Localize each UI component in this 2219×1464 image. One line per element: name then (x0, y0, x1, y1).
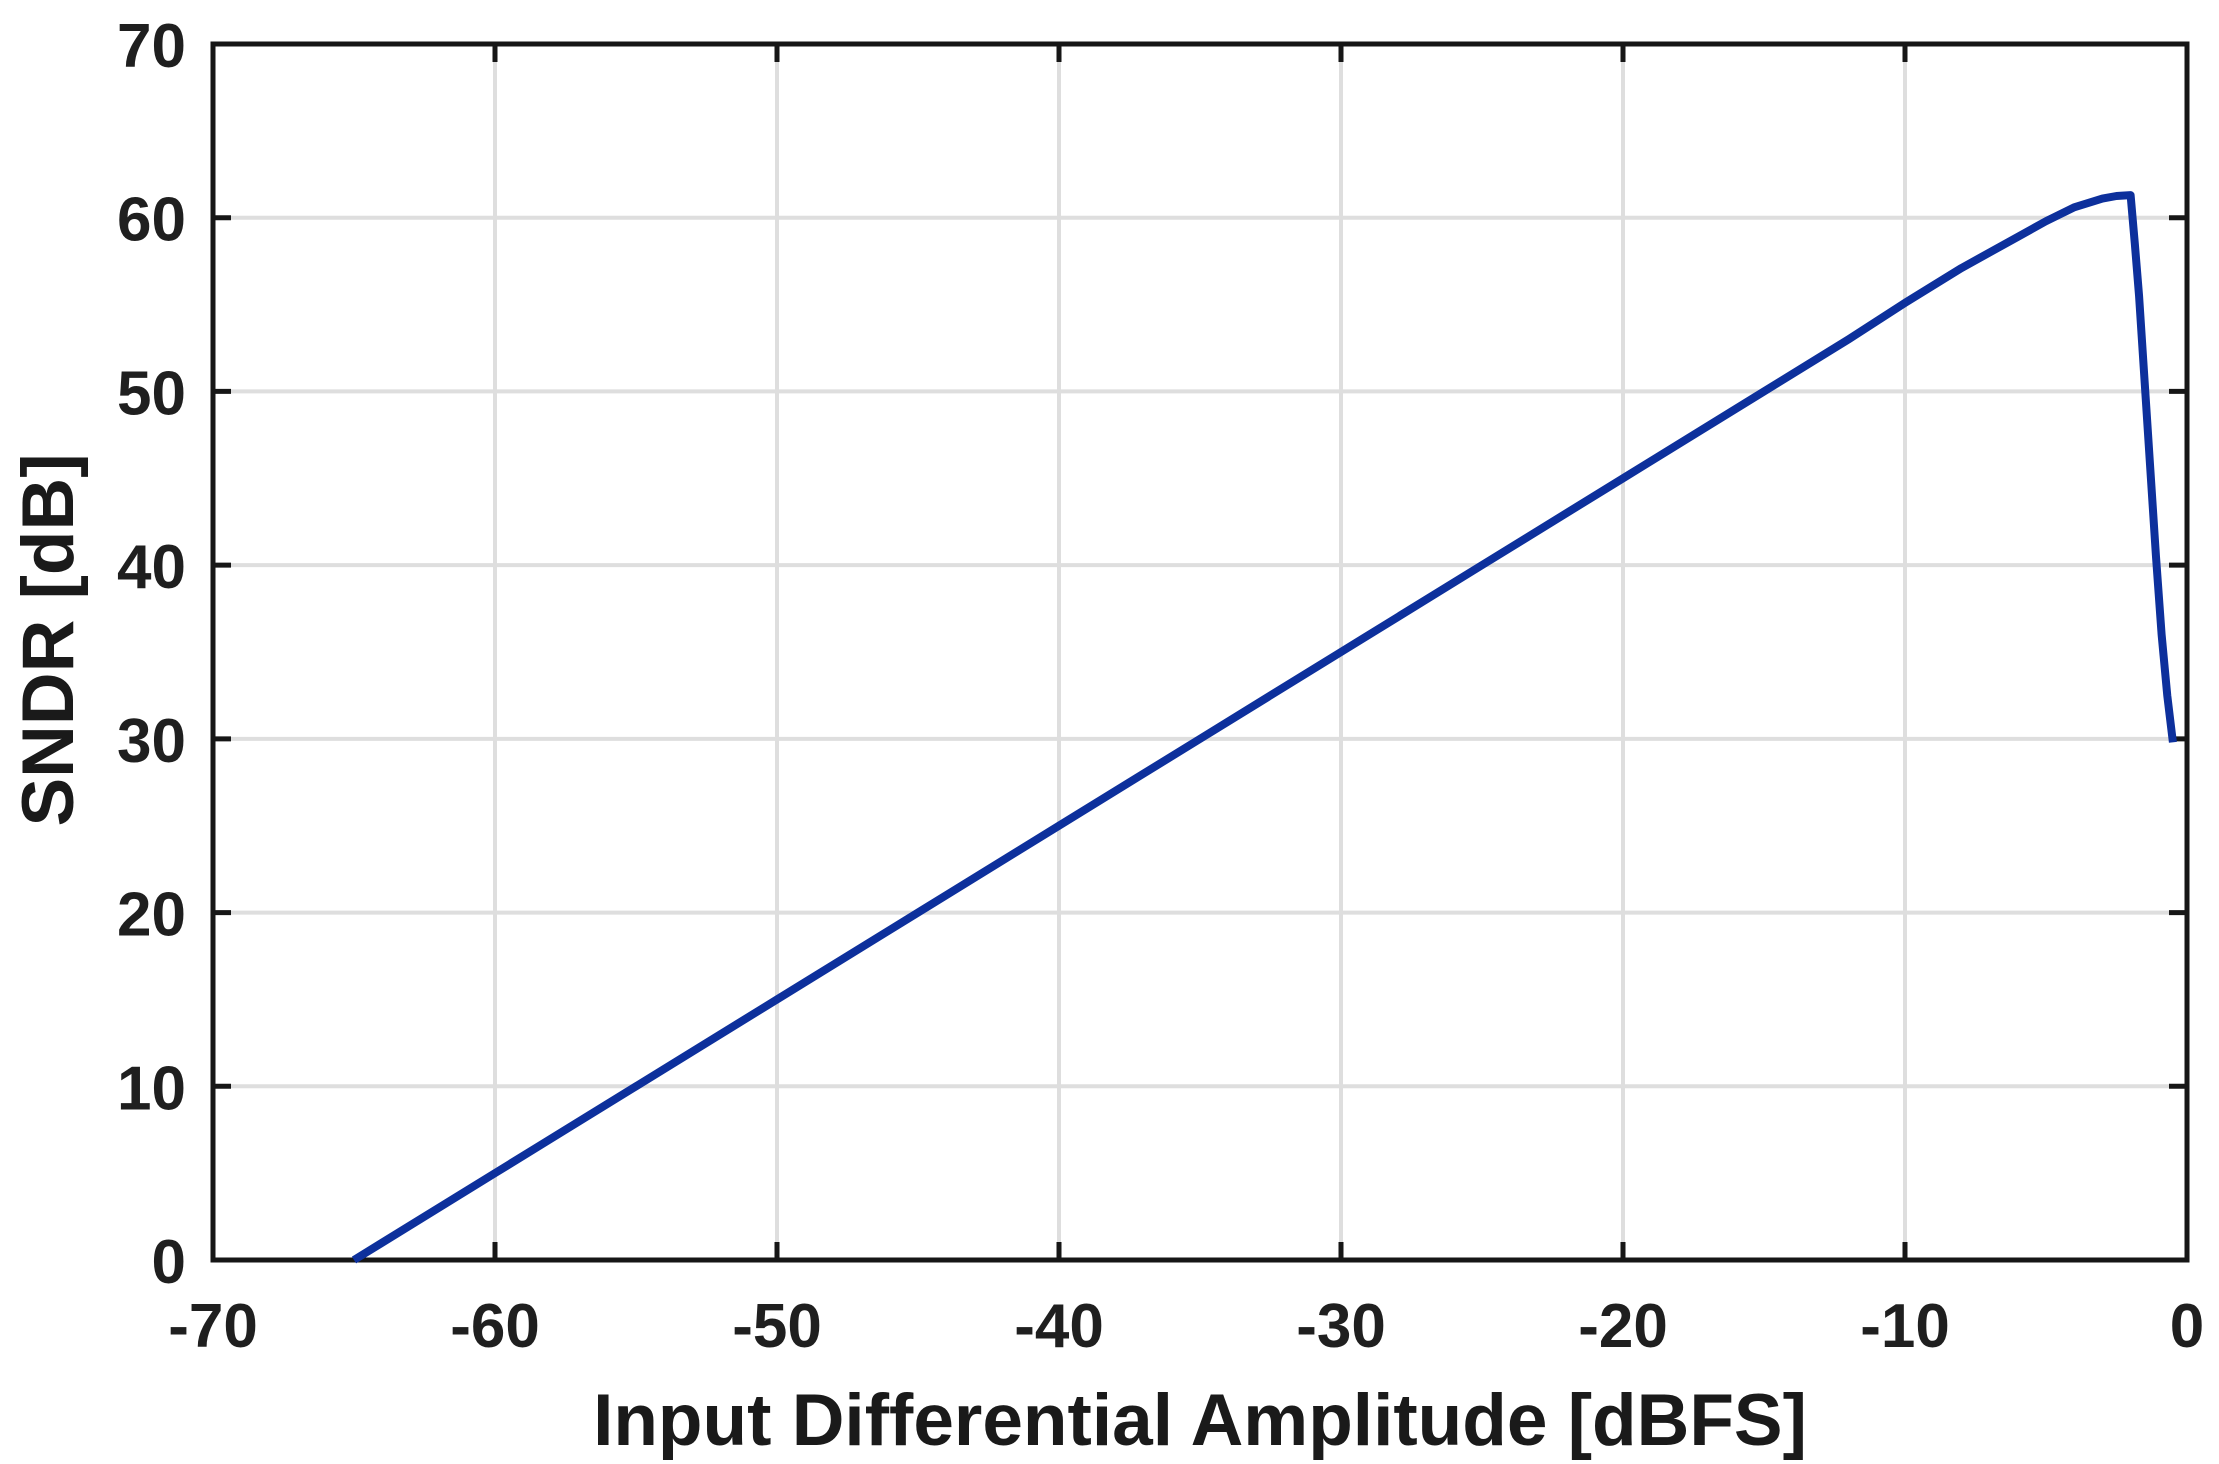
x-tick-label: -60 (450, 1292, 540, 1361)
x-tick-label: 0 (2170, 1292, 2204, 1361)
sndr-curve (351, 191, 2177, 1264)
y-tick-label: 0 (152, 1228, 186, 1297)
x-tick-label: -10 (1860, 1292, 1950, 1361)
y-tick-label: 60 (117, 186, 186, 255)
x-axis-label: Input Differential Amplitude [dBFS] (593, 1380, 1807, 1461)
y-tick-label: 30 (117, 707, 186, 776)
y-tick-label: 40 (117, 533, 186, 602)
plot-frame (210, 41, 2190, 1263)
x-tick-label: -20 (1578, 1292, 1668, 1361)
x-tick-label: -40 (1014, 1292, 1104, 1361)
y-axis-label: SNDR [dB] (8, 453, 89, 826)
y-tick-label: 70 (117, 12, 186, 81)
y-tick-label: 10 (117, 1054, 186, 1123)
y-tick-label: 50 (117, 359, 186, 428)
x-tick-label: -30 (1296, 1292, 1386, 1361)
y-tick-label: 20 (117, 881, 186, 950)
x-tick-label: -70 (168, 1292, 258, 1361)
x-tick-label: -50 (732, 1292, 822, 1361)
